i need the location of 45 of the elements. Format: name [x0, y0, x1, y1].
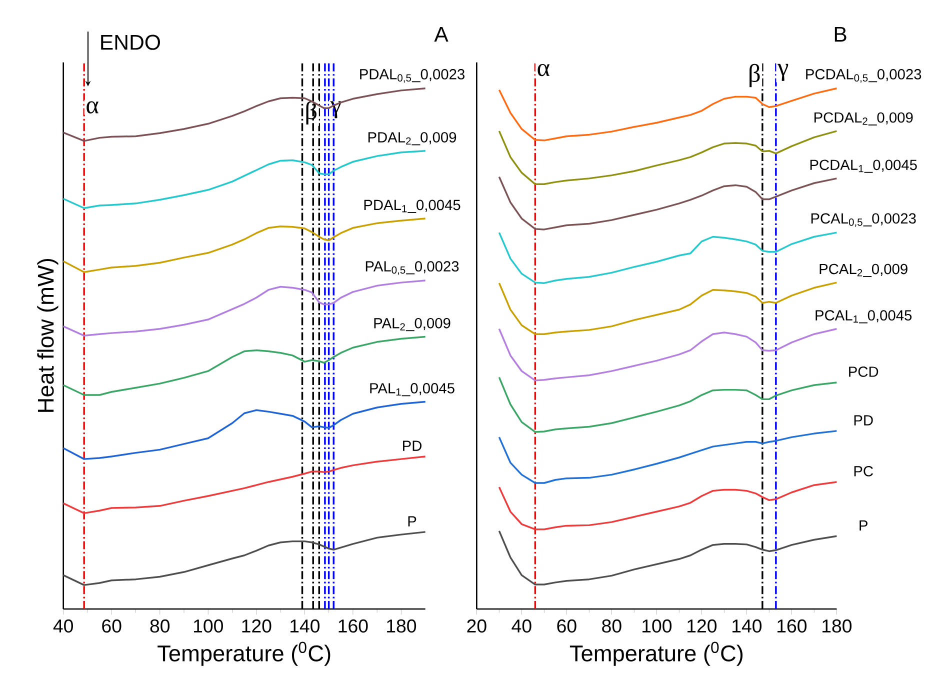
series-label: PCDAL$_{1}$_0,0045 — [810, 160, 917, 173]
chart-title: A — [434, 26, 448, 42]
ref-line-label: α — [538, 64, 550, 76]
x-tick-label: 160 — [338, 619, 368, 633]
ref-line-label: α — [86, 101, 98, 114]
x-tick-label: 40 — [53, 619, 73, 633]
series-label: PAL$_{1}$_0,0045 — [370, 383, 454, 396]
x-axis-title: Temperature ($^{0}$C) — [570, 642, 743, 666]
series-label: PDAL$_{1}$_0,0045 — [364, 200, 460, 213]
x-tick-label: 80 — [150, 619, 170, 633]
x-tick-label: 80 — [602, 619, 622, 633]
x-tick-label: 100 — [642, 619, 672, 633]
y-axis-title: Heat flow (mW) — [37, 259, 58, 412]
series-label: PAL$_{0,5}$_0,0023 — [366, 261, 459, 275]
series-label: PCD — [849, 366, 878, 377]
series-label: PAL$_{2}$_0,009 — [374, 318, 450, 332]
series-label: PCAL$_{0,5}$_0,0023 — [811, 213, 916, 227]
x-tick-label: 120 — [688, 619, 717, 633]
series-label: P — [860, 520, 868, 531]
series-label: PCDAL$_{2}$_0,009 — [814, 112, 913, 126]
x-tick-label: 180 — [822, 619, 852, 633]
series-label: PC — [854, 466, 873, 476]
x-tick-label: 20 — [467, 619, 486, 633]
x-axis-title: Temperature ($^{0}$C) — [158, 642, 330, 666]
series-label: PDAL$_{2}$_0,009 — [368, 132, 456, 146]
series-label: PCAL$_{1}$_0,0045 — [816, 310, 912, 324]
text: ENDO — [101, 34, 160, 50]
x-tick-label: 160 — [778, 619, 807, 633]
x-tick-label: 180 — [387, 619, 416, 633]
ref-line-label: β — [750, 64, 760, 88]
series-label: PD — [854, 415, 873, 426]
x-tick-label: 140 — [732, 619, 762, 633]
ref-line-label: γ — [777, 64, 788, 81]
x-tick-label: 120 — [242, 619, 272, 633]
series-label: PCDAL$_{0,5}$_0,0023 — [806, 69, 922, 83]
series-label: PCAL$_{2}$_0,009 — [820, 264, 908, 277]
chart-title: B — [834, 26, 846, 42]
x-tick-label: 60 — [557, 619, 576, 633]
x-tick-label: 60 — [102, 619, 122, 633]
series-label: PDAL$_{0,5}$_0,0023 — [360, 69, 464, 83]
x-tick-label: 100 — [194, 619, 223, 633]
series-label: P — [408, 516, 416, 526]
series-label: PD — [403, 440, 422, 451]
x-tick-label: 40 — [512, 619, 532, 633]
x-tick-label: 140 — [290, 619, 320, 633]
